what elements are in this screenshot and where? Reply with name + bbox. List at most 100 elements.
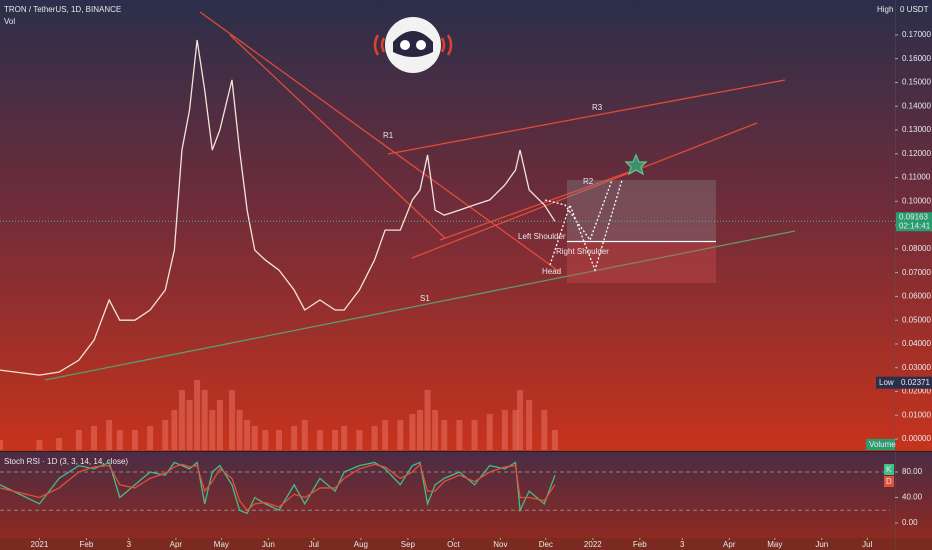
x-tick-label: Jun: [815, 540, 828, 549]
volume-bar: [517, 390, 524, 450]
x-tick-label: Jun: [262, 540, 275, 549]
y-tick-label: 0.02000: [902, 387, 931, 396]
trend-line: [411, 122, 758, 259]
x-tick-label: Feb: [80, 540, 94, 549]
volume-bar: [106, 420, 113, 450]
y-tick-label: 0.10000: [902, 196, 931, 205]
trend-line: [229, 34, 446, 239]
volume-bar: [36, 440, 43, 450]
volume-bar: [209, 410, 216, 450]
rsi-pane: [0, 452, 932, 538]
volume-bar: [456, 420, 463, 450]
volume-bar: [409, 414, 416, 450]
high-label: High: [877, 5, 893, 14]
annotation: Right Shoulder: [556, 247, 609, 256]
volume-bar: [236, 410, 243, 450]
volume-bar: [0, 440, 3, 450]
x-tick-label: May: [767, 540, 782, 549]
x-tick-label: 2022: [584, 540, 602, 549]
volume-bar: [186, 400, 193, 450]
volume-bar: [275, 430, 282, 450]
volume-bar: [316, 430, 323, 450]
support-line: [44, 230, 796, 381]
volume-bar: [91, 426, 98, 450]
y-tick-label: 0.16000: [902, 54, 931, 63]
time-axis: [0, 538, 932, 550]
y-tick-label: 0.13000: [902, 125, 931, 134]
volume-bar: [162, 420, 169, 450]
volume-bar: [194, 380, 201, 450]
volume-label: Vol: [4, 17, 15, 26]
volume-bar: [512, 410, 519, 450]
y-tick-label: 0.11000: [902, 173, 931, 182]
y-tick-label: 0.05000: [902, 315, 931, 324]
y-tick-label: 0.03000: [902, 363, 931, 372]
drawings: [44, 11, 796, 381]
annotation: R1: [383, 131, 394, 140]
last-price: 0.09163: [899, 212, 928, 221]
last-price-tag: [896, 212, 932, 232]
volume-bar: [356, 430, 363, 450]
volume-bar: [131, 430, 138, 450]
x-tick-label: Aug: [354, 540, 368, 549]
volume-bar: [216, 400, 223, 450]
legend-tag: [884, 464, 894, 475]
x-tick-label: Jul: [309, 540, 319, 549]
volume-bar: [75, 430, 82, 450]
low-price: 0.02371: [901, 378, 930, 387]
x-tick-label: 2021: [31, 540, 49, 549]
x-tick-label: Sep: [401, 540, 416, 549]
volume-tag-label: Volume: [869, 440, 896, 449]
y-tick-label: 0.15000: [902, 78, 931, 87]
x-tick-label: 3: [127, 540, 132, 549]
annotation: R2: [583, 177, 594, 186]
x-tick-label: May: [214, 540, 229, 549]
x-tick-label: Dec: [539, 540, 553, 549]
x-tick-label: Jul: [862, 540, 872, 549]
logo: [373, 17, 453, 73]
y-tick-label: 0.14000: [902, 101, 931, 110]
low-tag: [876, 376, 932, 389]
volume-tag: [866, 439, 895, 450]
volume-bar: [486, 414, 493, 450]
volume-bar: [251, 426, 258, 450]
volume-bar: [371, 426, 378, 450]
annotation: S1: [420, 294, 430, 303]
volume-bar: [301, 420, 308, 450]
x-tick-label: Feb: [633, 540, 647, 549]
y-tick-label: 40.00: [902, 493, 923, 502]
x-tick-label: Nov: [493, 540, 507, 549]
star: [624, 153, 648, 176]
volume-bar: [116, 430, 123, 450]
volume-bar: [332, 430, 339, 450]
y-tick-label: 0.01000: [902, 410, 931, 419]
chart-title: TRON / TetherUS, 1D, BINANCE: [4, 5, 121, 14]
low-label: Low: [879, 378, 894, 387]
profit-zone: [567, 180, 716, 241]
trend-line: [439, 167, 641, 241]
y-tick-label: 0.00: [902, 518, 918, 527]
trend-line: [387, 79, 786, 155]
volume-bar: [228, 390, 235, 450]
volume-bar: [244, 420, 251, 450]
volume-bar: [471, 420, 478, 450]
volume-bar: [526, 400, 533, 450]
volume-bar: [541, 410, 548, 450]
x-tick-label: Oct: [447, 540, 460, 549]
volume-bar: [171, 410, 178, 450]
volume-bar: [291, 426, 298, 450]
volume-bar: [56, 438, 63, 450]
volume-bar: [341, 426, 348, 450]
volume-bar: [441, 420, 448, 450]
volume-bar: [397, 420, 404, 450]
x-tick-label: 3: [680, 540, 685, 549]
unit-label: 0 USDT: [900, 5, 929, 14]
y-tick-label: 0.12000: [902, 149, 931, 158]
y-tick-label: 0.00000: [902, 434, 931, 443]
y-tick-label: 0.08000: [902, 244, 931, 253]
x-tick-label: Apr: [170, 540, 183, 549]
countdown: 02:14:41: [899, 221, 931, 230]
volume-bar: [432, 410, 439, 450]
